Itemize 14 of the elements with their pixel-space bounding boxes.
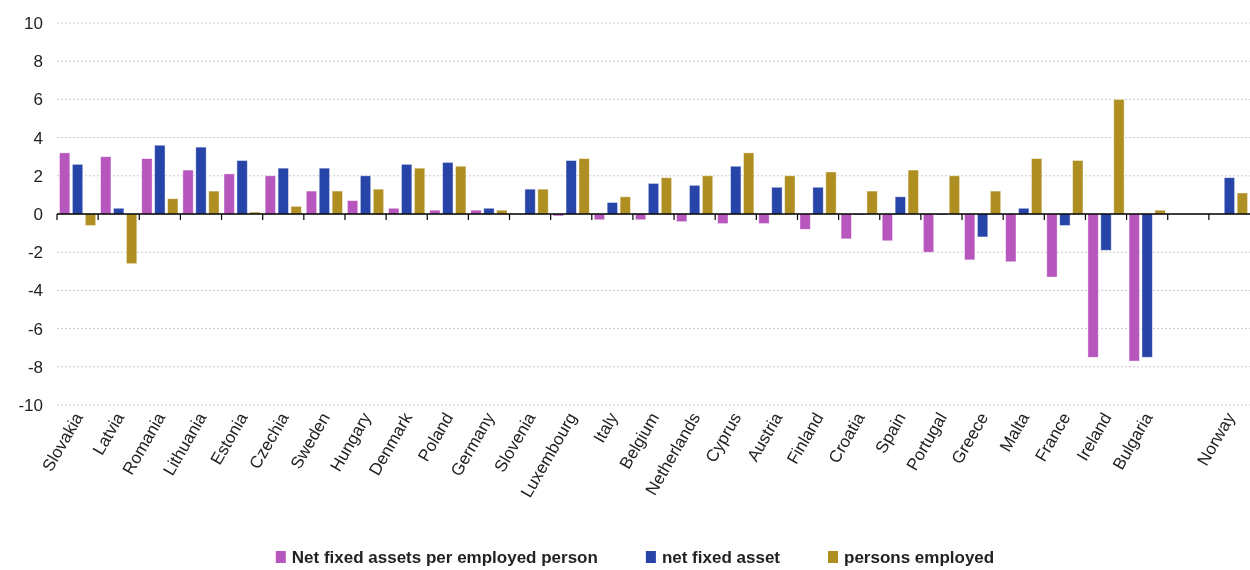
y-tick-label: -2	[27, 243, 43, 263]
y-tick-label: 0	[33, 204, 43, 224]
legend-label: net fixed asset	[661, 548, 781, 567]
y-tick-label: 2	[33, 166, 43, 186]
y-tick-label: -6	[27, 319, 43, 339]
y-tick-label: -10	[18, 395, 43, 415]
legend-label: Net fixed assets per employed person	[291, 548, 598, 567]
legend-label: persons employed	[844, 548, 995, 567]
y-tick-label: 10	[24, 13, 43, 33]
y-tick-label: 4	[33, 128, 43, 148]
y-tick-label: 6	[33, 90, 43, 110]
y-tick-label: -8	[27, 357, 43, 377]
y-tick-label: -4	[27, 281, 43, 301]
y-tick-label: 8	[33, 52, 43, 72]
